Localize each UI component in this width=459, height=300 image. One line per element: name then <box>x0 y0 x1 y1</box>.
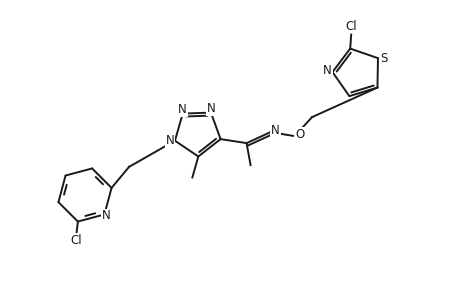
Text: N: N <box>271 124 280 136</box>
Text: N: N <box>165 134 174 147</box>
Text: N: N <box>178 103 187 116</box>
Text: N: N <box>101 209 110 222</box>
Text: Cl: Cl <box>345 20 356 33</box>
Text: O: O <box>294 128 303 141</box>
Text: Cl: Cl <box>70 234 82 247</box>
Text: N: N <box>322 64 331 77</box>
Text: S: S <box>380 52 387 65</box>
Text: N: N <box>206 102 215 115</box>
